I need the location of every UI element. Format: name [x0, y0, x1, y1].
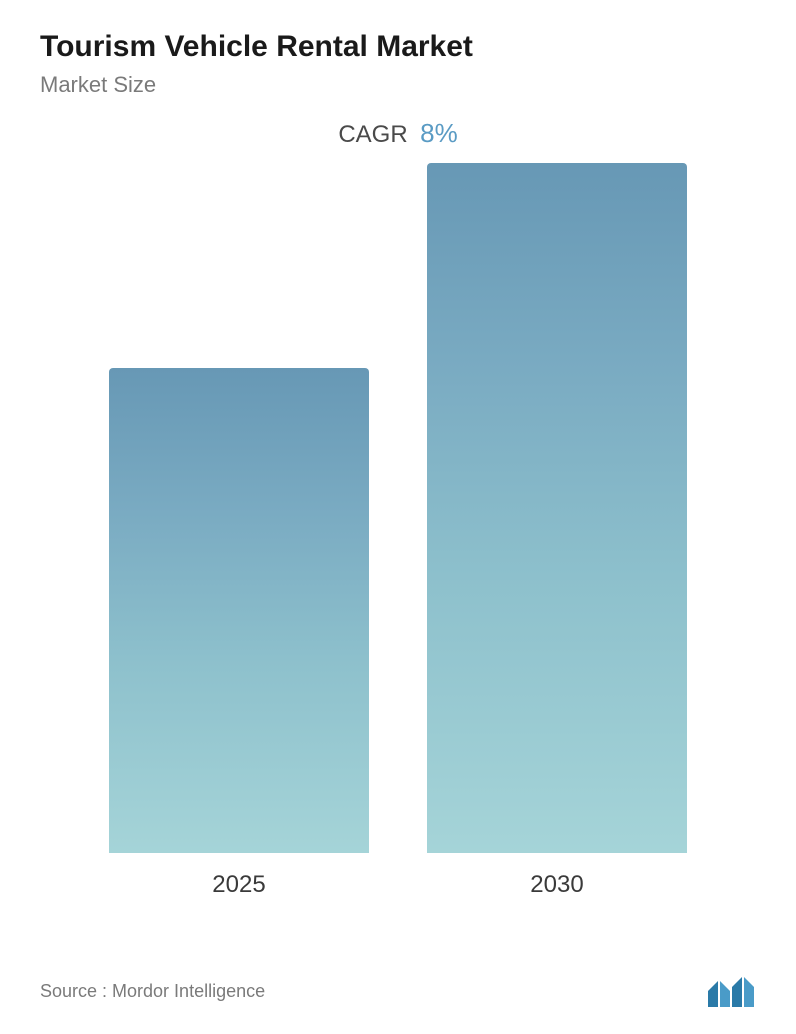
- bar-label-1: 2030: [530, 871, 583, 899]
- bar-group-1: 2030: [417, 163, 697, 899]
- cagr-label: CAGR: [338, 121, 407, 148]
- footer: Source : Mordor Intelligence: [40, 973, 756, 1009]
- cagr-value: 8%: [420, 118, 458, 148]
- bar-0: [109, 368, 369, 853]
- chart-subtitle: Market Size: [40, 72, 756, 98]
- bar-label-0: 2025: [212, 871, 265, 899]
- bar-group-0: 2025: [99, 368, 379, 899]
- chart-title: Tourism Vehicle Rental Market: [40, 30, 756, 64]
- logo-icon: [706, 973, 756, 1009]
- bar-chart: 2025 2030: [40, 179, 756, 899]
- source-text: Source : Mordor Intelligence: [40, 981, 265, 1002]
- cagr-indicator: CAGR 8%: [40, 118, 756, 149]
- bar-1: [427, 163, 687, 853]
